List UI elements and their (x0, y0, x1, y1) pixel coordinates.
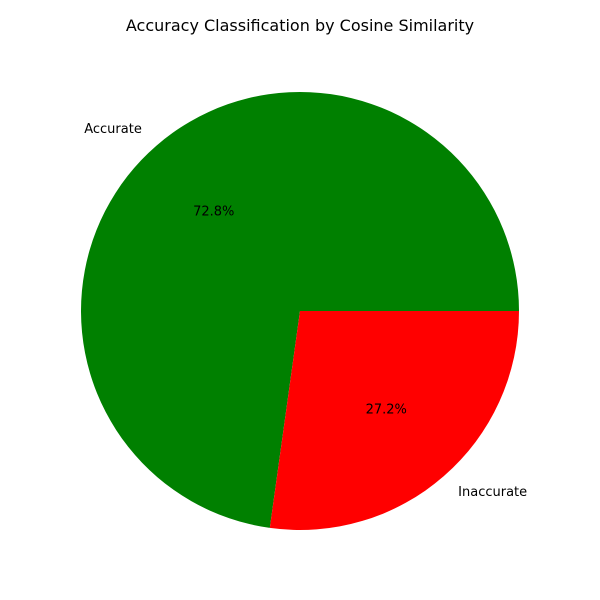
pct-label-inaccurate: 27.2% (366, 403, 407, 418)
pie-slice-accurate (81, 92, 519, 528)
pct-label-accurate: 72.8% (193, 204, 234, 219)
pie-slices (81, 92, 519, 531)
pie-labels: Accurate 72.8% Inaccurate 27.2% (84, 122, 527, 500)
chart-title: Accuracy Classification by Cosine Simila… (126, 16, 474, 35)
slice-label-inaccurate: Inaccurate (458, 485, 527, 500)
pie-slice-inaccurate (269, 311, 519, 531)
slice-label-accurate: Accurate (84, 122, 142, 137)
